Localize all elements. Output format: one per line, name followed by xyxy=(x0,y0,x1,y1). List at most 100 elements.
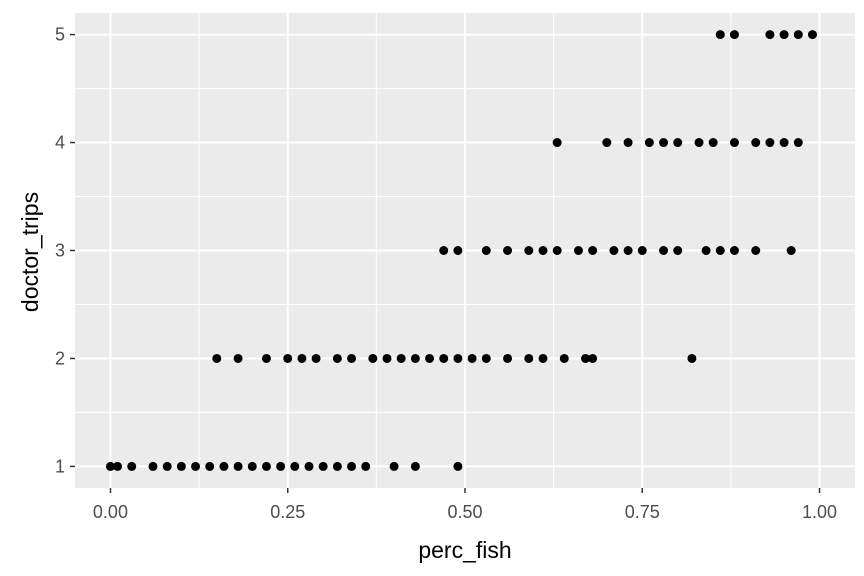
data-point xyxy=(588,246,598,255)
data-point xyxy=(304,461,314,471)
data-point xyxy=(212,353,222,363)
data-point xyxy=(276,461,286,471)
y-tick-label: 1 xyxy=(55,456,65,476)
data-point xyxy=(637,246,647,255)
data-point xyxy=(623,138,633,148)
data-point xyxy=(347,461,357,471)
data-point xyxy=(368,353,378,363)
y-tick-label: 3 xyxy=(55,241,65,261)
data-point xyxy=(807,30,817,40)
data-point xyxy=(191,461,201,471)
data-point xyxy=(347,353,357,363)
data-point xyxy=(609,246,619,255)
data-point xyxy=(779,30,789,40)
data-point xyxy=(503,353,513,363)
data-point xyxy=(176,461,186,471)
data-point xyxy=(439,246,449,255)
data-point xyxy=(233,461,243,471)
data-point xyxy=(290,461,300,471)
data-point xyxy=(481,353,491,363)
data-point xyxy=(205,461,215,471)
data-point xyxy=(701,246,711,255)
data-point xyxy=(127,461,137,471)
y-tick-label: 4 xyxy=(55,133,65,153)
data-point xyxy=(751,246,761,255)
data-point xyxy=(765,138,775,148)
data-point xyxy=(113,461,123,471)
data-point xyxy=(261,461,271,471)
data-point xyxy=(659,246,669,255)
data-point xyxy=(261,353,271,363)
data-point xyxy=(382,353,392,363)
data-point xyxy=(481,246,491,255)
grid-lines xyxy=(75,13,855,488)
data-point xyxy=(410,461,420,471)
data-point xyxy=(573,246,583,255)
data-point xyxy=(715,30,725,40)
data-point xyxy=(332,461,342,471)
data-point xyxy=(361,461,371,471)
axis-ticks: 0.00 0.25 0.50 0.75 1.00 1 2 3 4 5 xyxy=(55,25,837,522)
data-point xyxy=(148,461,158,471)
x-axis-title: perc_fish xyxy=(418,537,511,563)
data-point xyxy=(786,246,796,255)
data-point xyxy=(708,138,718,148)
data-point xyxy=(673,246,683,255)
data-point xyxy=(644,138,654,148)
data-point xyxy=(439,353,449,363)
points xyxy=(105,30,817,471)
data-point xyxy=(105,461,115,471)
y-tick-label: 2 xyxy=(55,348,65,368)
data-point xyxy=(673,138,683,148)
data-point xyxy=(503,246,513,255)
data-point xyxy=(410,353,420,363)
data-point xyxy=(524,353,534,363)
data-point xyxy=(559,353,569,363)
data-point xyxy=(552,246,562,255)
x-tick-label: 0.75 xyxy=(625,502,660,522)
data-point xyxy=(453,353,463,363)
data-point xyxy=(552,138,562,148)
data-point xyxy=(538,246,548,255)
data-point xyxy=(311,353,321,363)
data-point xyxy=(793,30,803,40)
x-tick-label: 0.50 xyxy=(447,502,482,522)
data-point xyxy=(793,138,803,148)
data-point xyxy=(233,353,243,363)
data-point xyxy=(588,353,598,363)
y-tick-label: 5 xyxy=(55,25,65,45)
data-point xyxy=(389,461,399,471)
data-point xyxy=(396,353,406,363)
x-tick-label: 0.25 xyxy=(270,502,305,522)
data-point xyxy=(694,138,704,148)
data-point xyxy=(729,138,739,148)
data-point xyxy=(538,353,548,363)
data-point xyxy=(779,138,789,148)
data-point xyxy=(318,461,328,471)
data-point xyxy=(751,138,761,148)
data-point xyxy=(659,138,669,148)
data-point xyxy=(283,353,293,363)
data-point xyxy=(715,246,725,255)
data-point xyxy=(332,353,342,363)
data-point xyxy=(729,246,739,255)
data-point xyxy=(467,353,477,363)
data-point xyxy=(729,30,739,40)
data-point xyxy=(453,246,463,255)
x-tick-label: 0.00 xyxy=(93,502,128,522)
data-point xyxy=(602,138,612,148)
data-point xyxy=(297,353,307,363)
data-point xyxy=(425,353,435,363)
data-point xyxy=(687,353,697,363)
data-point xyxy=(524,246,534,255)
data-point xyxy=(581,353,591,363)
data-point xyxy=(453,461,463,471)
x-tick-label: 1.00 xyxy=(802,502,837,522)
y-axis-title: doctor_trips xyxy=(17,192,43,312)
data-point xyxy=(623,246,633,255)
data-point xyxy=(162,461,172,471)
data-point xyxy=(765,30,775,40)
data-point xyxy=(219,461,229,471)
data-point xyxy=(247,461,257,471)
